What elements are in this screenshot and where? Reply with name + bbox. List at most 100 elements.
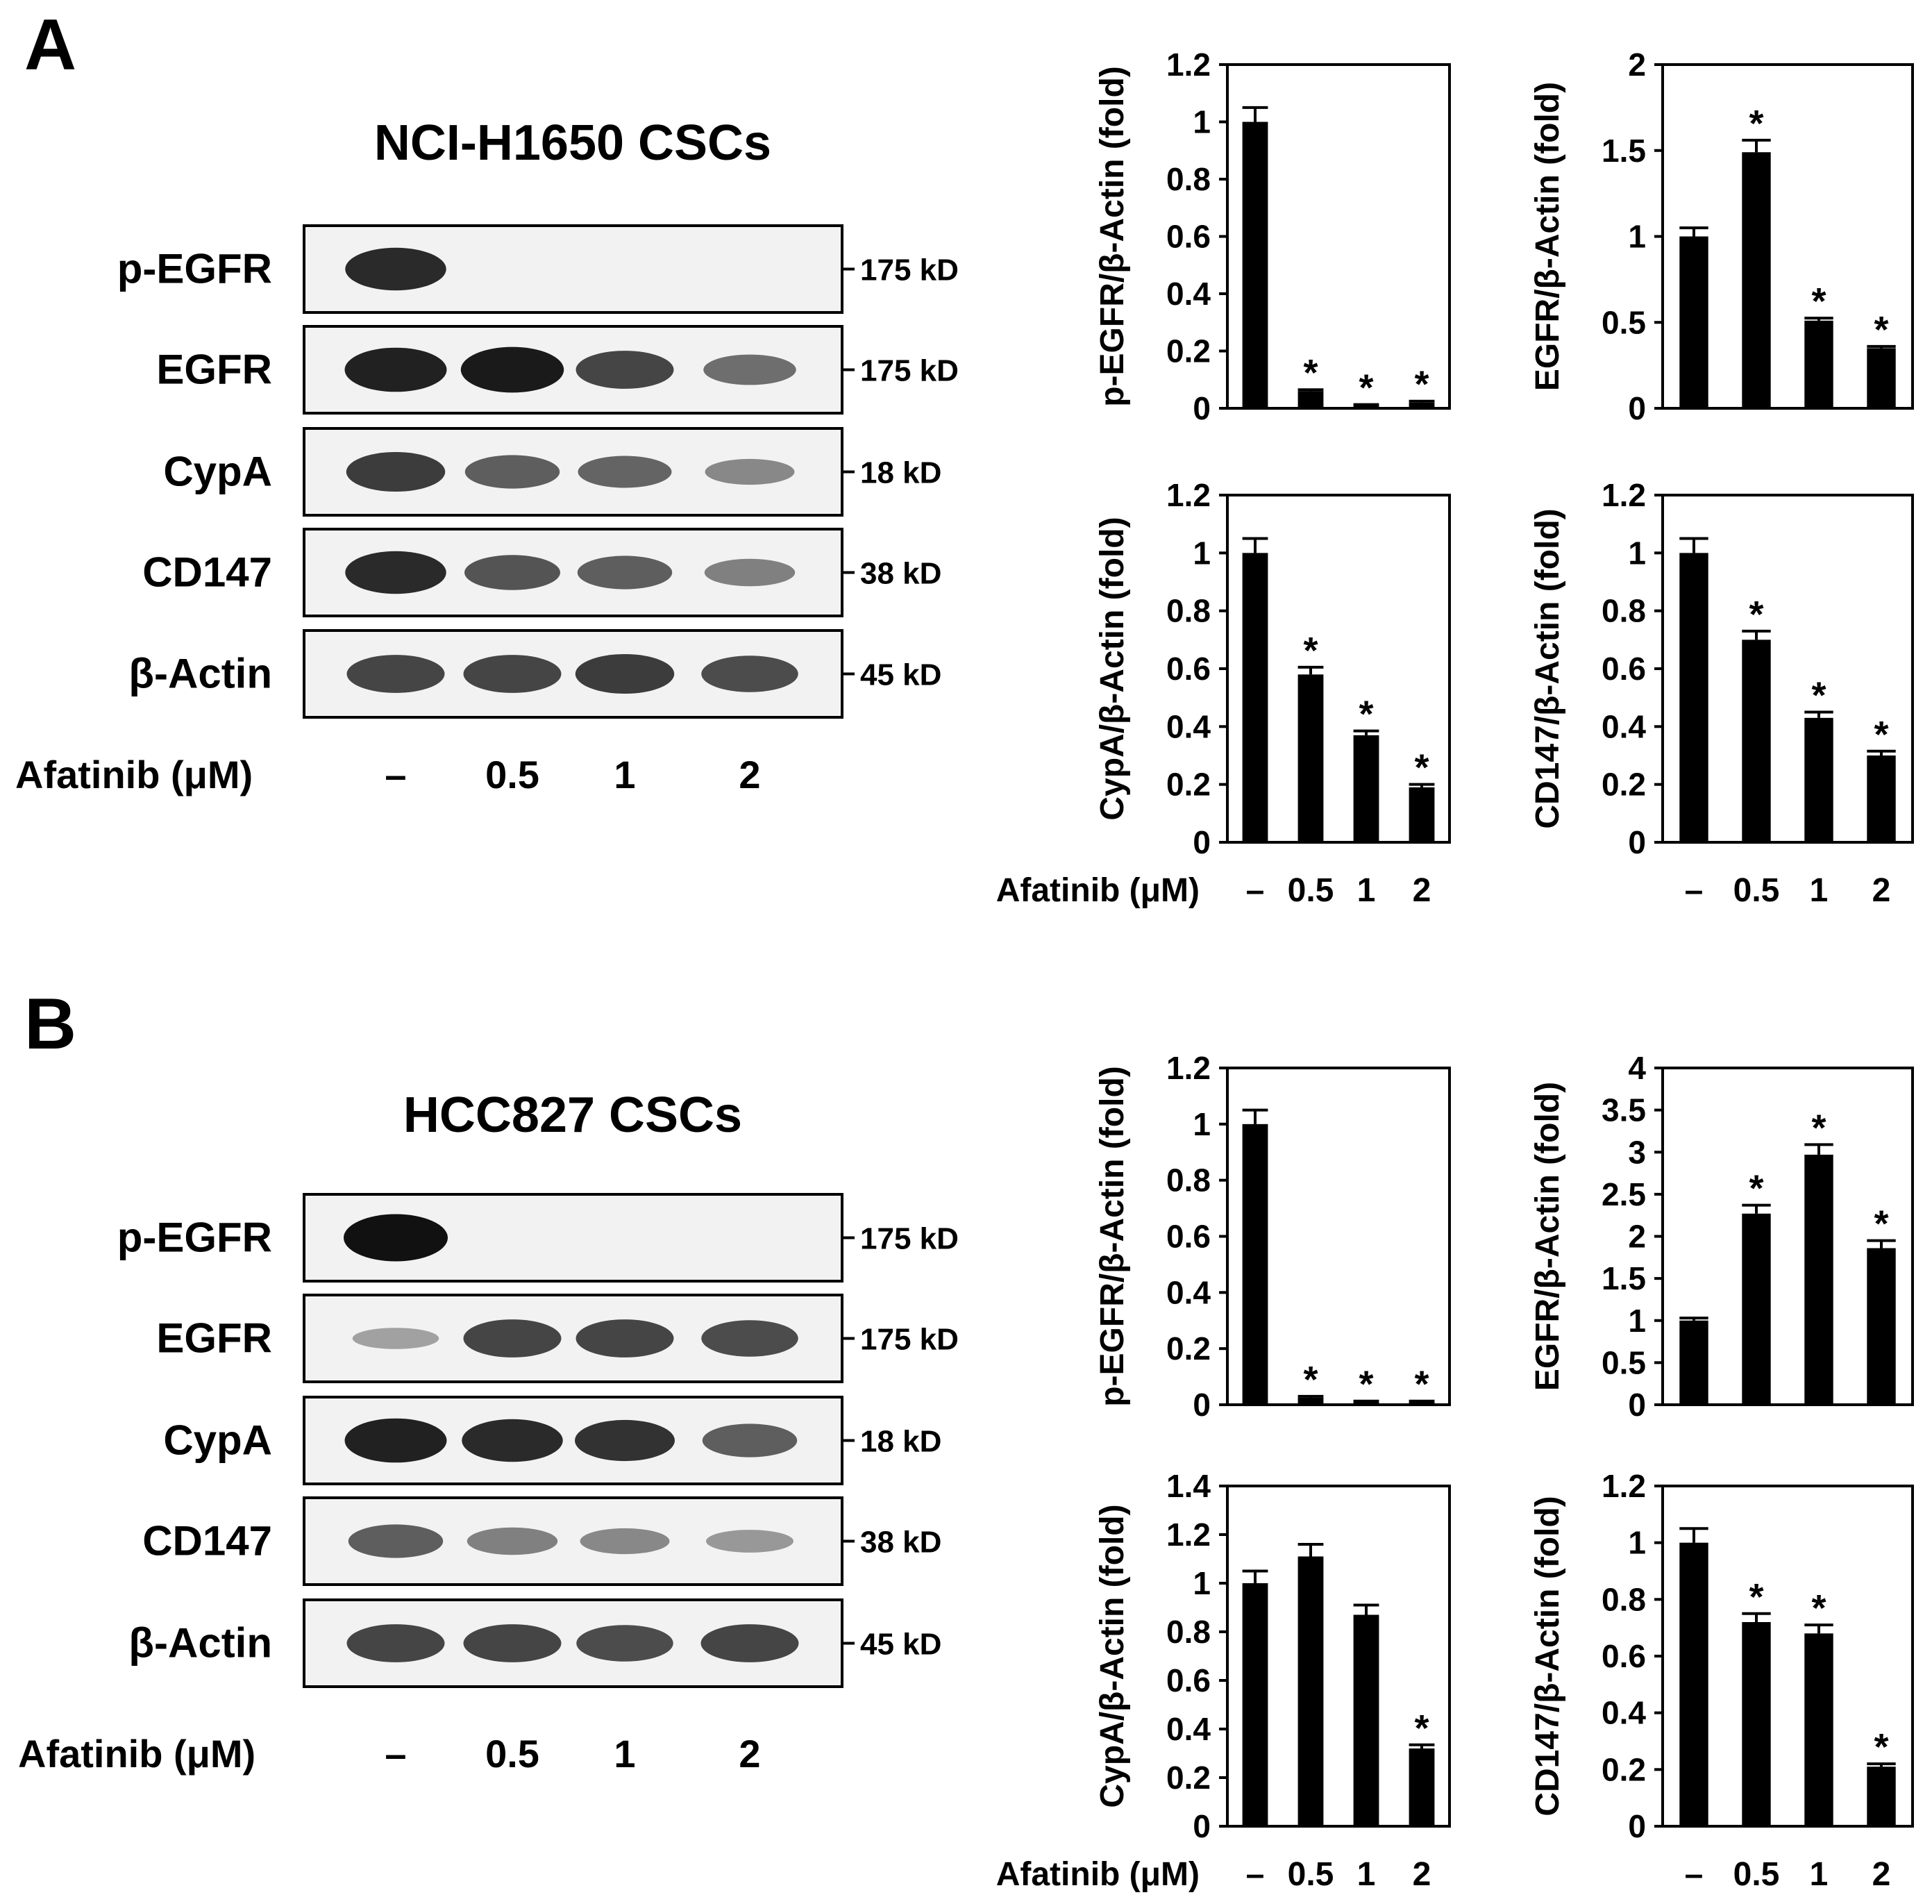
blot-band: [352, 1328, 439, 1349]
bar: [1297, 1556, 1324, 1826]
x-tick-label: 2: [1413, 872, 1431, 909]
protein-label: EGFR: [156, 346, 272, 393]
y-tick-label: 0: [1628, 1808, 1646, 1844]
y-tick-label: 1: [1193, 535, 1211, 571]
blot-band: [576, 351, 674, 389]
blot-row: EGFR 175 kD: [156, 325, 959, 415]
blot-band: [576, 1319, 674, 1358]
significance-marker: *: [1414, 364, 1429, 406]
blot-band: [462, 1419, 563, 1462]
y-tick-label: 0.2: [1166, 1760, 1211, 1796]
y-tick-label: 0.4: [1602, 1695, 1646, 1731]
x-tick-label: –: [1246, 1856, 1265, 1893]
significance-marker: *: [1874, 309, 1888, 351]
treatment-label: 0.5: [485, 753, 539, 796]
significance-marker: *: [1749, 1576, 1763, 1618]
y-tick-label: 0.6: [1602, 1638, 1646, 1674]
protein-label: p-EGFR: [117, 246, 272, 292]
y-tick-label: 0.4: [1166, 276, 1211, 312]
blot-title: NCI-H1650 CSCs: [374, 115, 771, 171]
significance-marker: *: [1811, 1587, 1826, 1629]
y-axis-label: EGFR/β-Actin (fold): [1529, 1082, 1566, 1391]
y-tick-label: 1.2: [1166, 1050, 1211, 1086]
y-tick-label: 0: [1193, 1387, 1211, 1423]
kd-label: 38 kD: [860, 557, 941, 591]
blot-band: [346, 452, 446, 492]
y-tick-label: 0.5: [1602, 304, 1646, 340]
y-tick-label: 0.8: [1166, 1162, 1211, 1199]
y-tick-label: 0: [1193, 390, 1211, 426]
significance-marker: *: [1874, 714, 1888, 755]
y-tick-label: 1.2: [1602, 477, 1646, 513]
x-tick-label: 1: [1357, 872, 1376, 909]
bar: [1409, 787, 1435, 842]
y-tick-label: 2.5: [1602, 1176, 1646, 1212]
significance-marker: *: [1359, 1364, 1373, 1405]
treatment-title: Afatinib (μM): [18, 1732, 255, 1776]
y-tick-label: 0.2: [1602, 767, 1646, 803]
blot-band: [704, 558, 796, 587]
blot-row: EGFR 175 kD: [156, 1294, 959, 1383]
x-tick-label: –: [1685, 872, 1704, 909]
y-tick-label: 1.5: [1602, 133, 1646, 169]
kd-label: 45 kD: [860, 1628, 941, 1662]
bar: [1297, 674, 1324, 842]
blot-row: CypA 18 kD: [163, 1396, 941, 1485]
bar: [1242, 553, 1268, 842]
significance-marker: *: [1359, 694, 1373, 735]
protein-label: CypA: [163, 449, 272, 495]
treatment-label: –: [385, 753, 406, 796]
bar: [1867, 1248, 1896, 1405]
y-tick-label: 0.6: [1166, 1662, 1211, 1698]
bar: [1242, 1124, 1268, 1405]
blot-band: [580, 1528, 670, 1555]
bar-chart: 0 0.2 0.4 0.6 0.8 1 1.2 1.4 CypA/β-Actin (fold) *…: [996, 1468, 1451, 1893]
y-tick-label: 0.5: [1602, 1344, 1646, 1380]
x-tick-label: 0.5: [1288, 872, 1334, 909]
bar-chart: 0 0.2 0.4 0.6 0.8 1 1.2 CD147/β-Actin (fold) * * *…: [1529, 1468, 1914, 1893]
blot-title: HCC827 CSCs: [403, 1087, 742, 1143]
y-tick-label: 1: [1628, 1525, 1646, 1561]
y-axis-label: CypA/β-Actin (fold): [1094, 517, 1131, 820]
kd-label: 175 kD: [860, 1323, 959, 1357]
y-tick-label: 0.6: [1166, 1219, 1211, 1255]
x-tick-label: –: [1685, 1856, 1704, 1893]
y-tick-label: 0.8: [1166, 593, 1211, 629]
significance-marker: *: [1359, 367, 1373, 409]
significance-marker: *: [1874, 1203, 1888, 1245]
protein-label: β-Actin: [128, 651, 272, 697]
blot-band: [705, 458, 795, 485]
y-tick-label: 0.8: [1166, 1614, 1211, 1650]
x-tick-label: 1: [1810, 1856, 1829, 1893]
y-tick-label: 0: [1193, 1808, 1211, 1844]
y-axis-label: CypA/β-Actin (fold): [1094, 1504, 1131, 1807]
significance-marker: *: [1414, 1364, 1429, 1405]
bar: [1804, 320, 1833, 408]
blot-band: [463, 1624, 562, 1662]
blot-band: [576, 1625, 673, 1662]
bar: [1409, 402, 1435, 408]
bar: [1242, 1583, 1268, 1826]
y-tick-label: 1: [1628, 535, 1646, 571]
blot-band: [344, 1418, 447, 1463]
y-tick-label: 1: [1193, 104, 1211, 140]
treatment-label: 2: [739, 1732, 760, 1776]
kd-label: 18 kD: [860, 456, 941, 490]
y-tick-label: 1.2: [1166, 47, 1211, 83]
blot-band: [703, 354, 796, 385]
y-tick-label: 3: [1628, 1134, 1646, 1170]
y-tick-label: 1.2: [1166, 1517, 1211, 1553]
x-axis-title: Afatinib (μM): [996, 872, 1200, 909]
y-tick-label: 3.5: [1602, 1092, 1646, 1128]
bar: [1742, 640, 1771, 842]
y-tick-label: 0: [1193, 824, 1211, 860]
significance-marker: *: [1303, 352, 1318, 394]
treatment-label: –: [385, 1732, 406, 1776]
bar: [1867, 348, 1896, 408]
protein-label: CypA: [163, 1417, 272, 1464]
panel-a: A NCI-H1650 CSCs p-EGFR 175 kD EGFR 175 kD Cyp…: [15, 5, 959, 796]
y-tick-label: 1.4: [1166, 1468, 1211, 1504]
blot-band: [344, 347, 447, 392]
kd-label: 18 kD: [860, 1425, 941, 1459]
